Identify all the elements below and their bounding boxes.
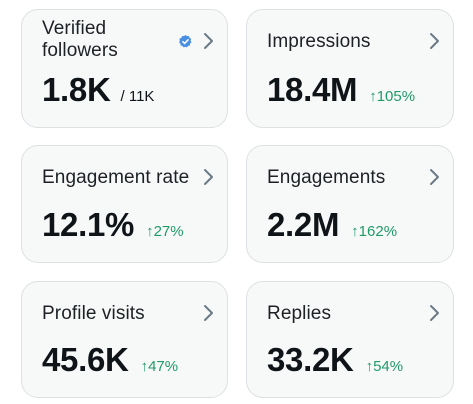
metric-value: 1.8K (42, 71, 111, 108)
chevron-right-icon (430, 305, 439, 321)
metric-value-row: 33.2K ↑54% (267, 341, 403, 379)
metric-value-row: 1.8K / 11K (42, 71, 154, 109)
verified-badge-icon (179, 34, 192, 48)
metric-change: ↑47% (140, 358, 179, 375)
replies-card[interactable]: Replies 33.2K ↑54% (246, 281, 454, 398)
chevron-right-icon (204, 305, 213, 321)
impressions-card[interactable]: Impressions 18.4M ↑105% (246, 9, 454, 128)
metric-value-row: 45.6K ↑47% (42, 341, 178, 379)
metric-change: ↑162% (351, 223, 398, 240)
chevron-right-icon (204, 169, 213, 185)
metric-change: ↑105% (369, 88, 416, 105)
chevron-right-icon (204, 33, 213, 49)
card-label: Engagements (267, 167, 386, 188)
metric-value-row: 18.4M ↑105% (267, 71, 415, 109)
chevron-right-icon (430, 33, 439, 49)
metric-value: 18.4M (267, 71, 358, 108)
card-label: Profile visits (42, 303, 145, 324)
chevron-right-icon (430, 169, 439, 185)
metric-change: ↑27% (146, 223, 184, 240)
metric-change: ↑54% (365, 358, 404, 375)
card-label: Replies (267, 303, 332, 324)
metric-value: 45.6K (42, 341, 129, 378)
card-label: Verified followers (42, 18, 118, 61)
metric-value: 2.2M (267, 206, 340, 243)
metric-total: / 11K (120, 88, 155, 105)
profile-visits-card[interactable]: Profile visits 45.6K ↑47% (21, 281, 228, 398)
card-label: Engagement rate (42, 167, 190, 188)
verified-followers-card[interactable]: Verified followers 1.8K / 11K (21, 9, 228, 128)
metric-value-row: 12.1% ↑27% (42, 206, 184, 244)
metric-value: 12.1% (42, 206, 135, 243)
engagements-card[interactable]: Engagements 2.2M ↑162% (246, 145, 454, 263)
metric-value: 33.2K (267, 341, 354, 378)
metric-value-row: 2.2M ↑162% (267, 206, 397, 244)
card-label: Impressions (267, 31, 371, 52)
engagement-rate-card[interactable]: Engagement rate 12.1% ↑27% (21, 145, 228, 263)
